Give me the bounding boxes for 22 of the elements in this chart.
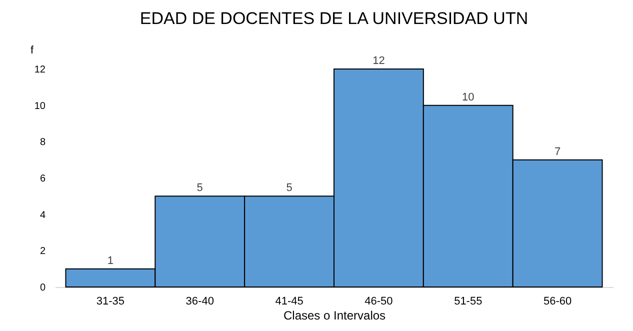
data-label: 1 [107, 254, 114, 267]
data-label: 5 [196, 182, 203, 194]
data-label: 7 [554, 146, 561, 158]
y-tick-label: 2 [40, 246, 46, 258]
y-tick-label: 12 [34, 64, 46, 76]
x-tick-label: 36-40 [186, 296, 214, 308]
y-tick-label: 0 [40, 282, 46, 294]
x-tick-label: 56-60 [543, 296, 572, 308]
x-tick-label: 31-35 [96, 296, 125, 308]
x-tick-label: 51-55 [454, 296, 482, 308]
x-axis-title: Clases o Intervalos [283, 308, 386, 322]
chart-title: EDAD DE DOCENTES DE LA UNIVERSIDAD UTN [140, 9, 528, 28]
x-tick-label: 46-50 [364, 296, 393, 308]
y-tick-label: 8 [40, 137, 46, 148]
y-tick-label: 6 [40, 174, 46, 184]
data-label: 5 [286, 182, 292, 194]
x-tick-label: 41-45 [275, 296, 304, 308]
data-label: 12 [372, 55, 385, 67]
y-tick-label: 4 [40, 210, 46, 221]
data-label: 10 [462, 91, 474, 104]
y-axis-title: f [30, 44, 34, 56]
y-tick-label: 10 [34, 100, 46, 112]
